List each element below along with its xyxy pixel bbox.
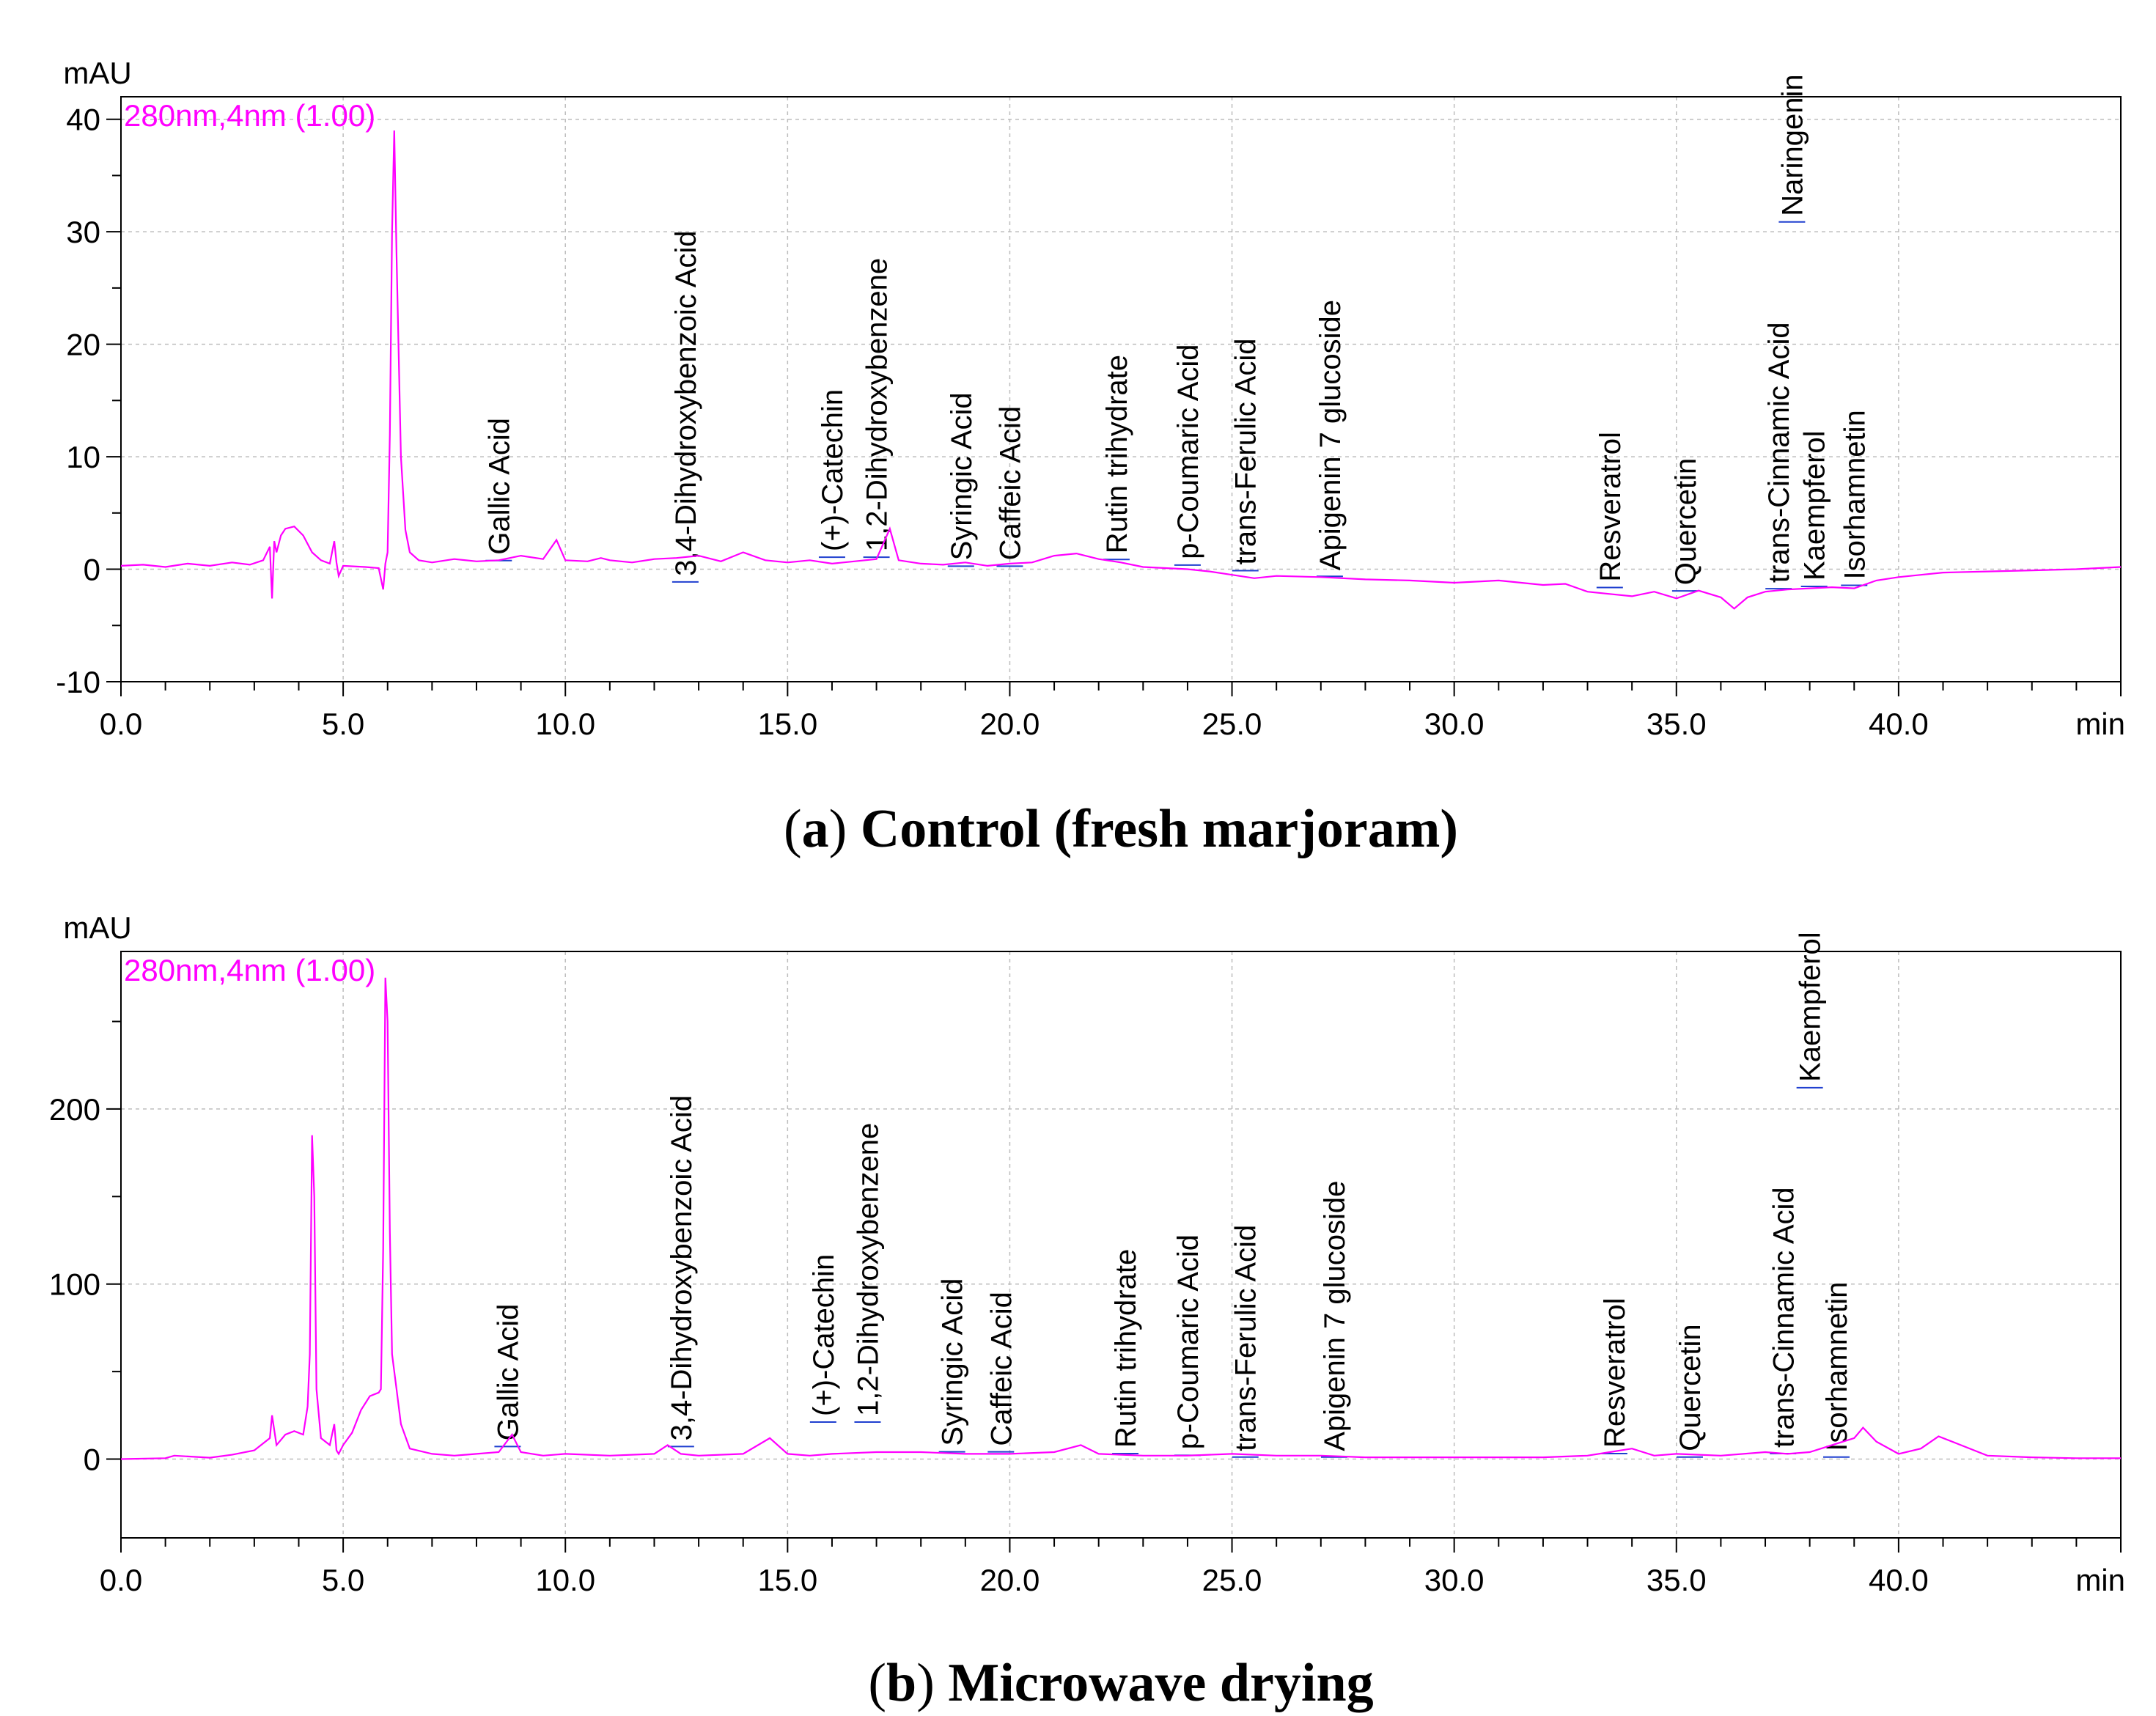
panel-a-x-tick-label: 15.0 — [757, 707, 817, 741]
panel-b-y-tick-label: 100 — [49, 1267, 100, 1302]
panel-a-peak-label: 1,2-Dihydroxybenzene — [861, 258, 894, 551]
panel-b-x-tick-label: 0.0 — [100, 1563, 142, 1597]
panel-b-x-tick-label: 5.0 — [322, 1563, 364, 1597]
panel-a-peak-label: p-Coumaric Acid — [1172, 344, 1204, 559]
panel-b-x-tick-label: 10.0 — [535, 1563, 595, 1597]
panel-b-peak-label: Gallic Acid — [492, 1304, 524, 1441]
panel-b-peak-label: Apigenin 7 glucoside — [1319, 1181, 1351, 1451]
panel-b-chromatogram: 0.0 5.0 10.0 15.0 20.0 25.0 30.0 35.0 40.0 0 100 20… — [49, 910, 2125, 1713]
panel-a-y-axis-label: mAU — [63, 56, 131, 90]
panel-a-peak-label: Gallic Acid — [483, 418, 515, 555]
panel-b-x-tick-label: 20.0 — [980, 1563, 1040, 1597]
panel-a-caption-text: Control (fresh marjoram) — [861, 799, 1458, 859]
panel-a-trace-280nm — [120, 130, 2122, 610]
panel-a-x-tick-label: 40.0 — [1869, 707, 1929, 741]
panel-b-peak-label: Syringic Acid — [937, 1278, 969, 1446]
panel-b-peak-label: p-Coumaric Acid — [1172, 1234, 1204, 1449]
panel-a-peak-label: 3,4-Dihydroxybenzoic Acid — [670, 231, 702, 576]
panel-a-peak-label: Caffeic Acid — [994, 406, 1026, 561]
panel-b-y-tick-label: 200 — [49, 1092, 100, 1127]
panel-a-caption-letter: a — [802, 799, 829, 859]
panel-b-x-tick-label: 35.0 — [1647, 1563, 1707, 1597]
panel-b-peak-label: trans-Cinnamic Acid — [1767, 1187, 1800, 1448]
panel-b-peak-label: trans-Ferulic Acid — [1230, 1225, 1262, 1451]
panel-a-peak-label: Naringenin — [1776, 74, 1809, 216]
panel-a-x-tick-label: 0.0 — [100, 707, 142, 741]
panel-b-wavelength-label: 280nm,4nm (1.00) — [124, 953, 375, 987]
panel-a-x-tick-label: 10.0 — [535, 707, 595, 741]
panel-a-y-tick-label: 20 — [66, 328, 100, 362]
panel-b-x-tick-label: 30.0 — [1424, 1563, 1484, 1597]
panel-a-plot-frame — [120, 96, 2122, 682]
panel-a-x-tick-label: 35.0 — [1647, 707, 1707, 741]
panel-a-x-tick-label: 25.0 — [1202, 707, 1262, 741]
panel-b-y-axis-label: mAU — [63, 910, 131, 945]
panel-a-wavelength-label: 280nm,4nm (1.00) — [124, 98, 375, 133]
panel-b-x-tick-label: 25.0 — [1202, 1563, 1262, 1597]
panel-a-chromatogram: 0.0 5.0 10.0 15.0 20.0 25.0 30.0 35.0 40.0 -10 0 10… — [56, 56, 2125, 859]
panel-a-y-tick-label: 30 — [66, 215, 100, 249]
panel-a-peak-label: (+)-Catechin — [817, 389, 849, 551]
panel-b-peak-label: Rutin trihydrate — [1110, 1249, 1142, 1448]
panel-b-trace-280nm — [120, 977, 2121, 1460]
panel-a-peak-label: Apigenin 7 glucoside — [1314, 300, 1347, 570]
panel-a-y-tick-label: 0 — [84, 553, 100, 587]
panel-b-caption: (b) Microwave drying — [868, 1653, 1373, 1713]
panel-b-peak-label: (+)-Catechin — [808, 1254, 840, 1416]
panel-b-peak-label: Isorhamnetin — [1821, 1282, 1853, 1451]
panel-a-peak-label: Kaempferol — [1799, 430, 1831, 581]
panel-b-caption-text: Microwave drying — [948, 1653, 1373, 1713]
panel-b-peak-label: Caffeic Acid — [985, 1292, 1018, 1446]
panel-a-peak-label: Resveratrol — [1594, 432, 1627, 582]
panel-a-peak-labels: Gallic Acid 3,4-Dihydroxybenzoic Acid (+)-… — [483, 74, 1871, 592]
panel-b-x-tick-label: 15.0 — [757, 1563, 817, 1597]
panel-b-axis-ticks: 0.0 5.0 10.0 15.0 20.0 25.0 30.0 35.0 40.0 0 100 20… — [49, 1020, 2122, 1597]
panel-b-plot-frame — [120, 951, 2122, 1539]
panel-a-peak-label: trans-Cinnamic Acid — [1763, 322, 1795, 583]
panel-a-x-axis-label: min — [2075, 707, 2125, 741]
panel-a-x-tick-label: 30.0 — [1424, 707, 1484, 741]
panel-a-y-tick-label: 10 — [66, 440, 100, 474]
panel-a-peak-label: Quercetin — [1670, 458, 1702, 585]
panel-b-peak-label: Kaempferol — [1795, 932, 1827, 1082]
panel-b-y-tick-label: 0 — [84, 1443, 100, 1477]
panel-b-peak-label: 3,4-Dihydroxybenzoic Acid — [666, 1095, 698, 1440]
panel-a-peak-label: Isorhamnetin — [1839, 410, 1871, 579]
panel-a-y-tick-label: -10 — [56, 665, 100, 699]
panel-a-peak-label: Rutin trihydrate — [1101, 355, 1133, 553]
panel-a-x-tick-label: 20.0 — [980, 707, 1040, 741]
panel-a-axis-ticks: 0.0 5.0 10.0 15.0 20.0 25.0 30.0 35.0 40.0 -10 0 10… — [56, 103, 2122, 741]
panel-a-caption: (a) Control (fresh marjoram) — [784, 799, 1458, 859]
panel-a-y-tick-label: 40 — [66, 103, 100, 137]
panel-b-peak-label: Resveratrol — [1599, 1297, 1631, 1448]
panel-a-x-tick-label: 5.0 — [322, 707, 364, 741]
panel-a-peak-label: trans-Ferulic Acid — [1230, 339, 1262, 565]
panel-b-x-axis-label: min — [2075, 1563, 2125, 1597]
panel-b-caption-letter: b — [886, 1653, 916, 1713]
panel-b-peak-labels: Gallic Acid 3,4-Dihydroxybenzoic Acid (+)-… — [492, 932, 1853, 1458]
panel-b-x-tick-label: 40.0 — [1869, 1563, 1929, 1597]
panel-b-peak-label: 1,2-Dihydroxybenzene — [853, 1123, 885, 1416]
panel-b-peak-label: Quercetin — [1674, 1324, 1707, 1451]
panel-a-peak-label: Syringic Acid — [946, 392, 978, 560]
